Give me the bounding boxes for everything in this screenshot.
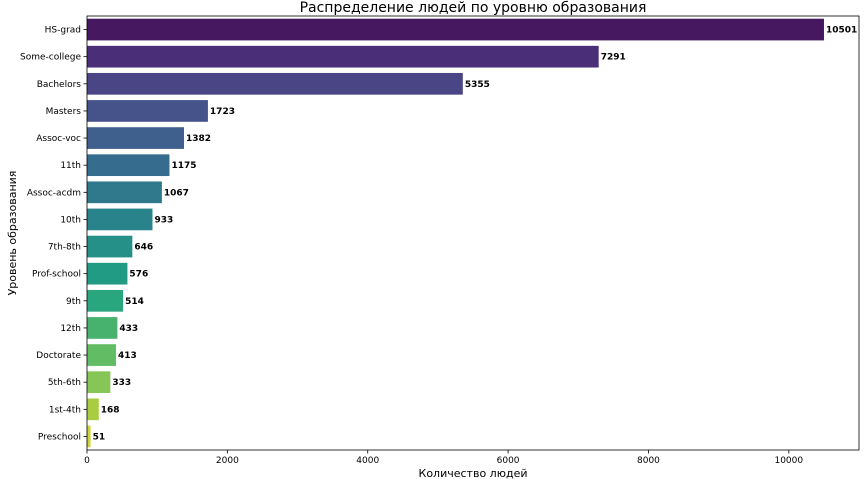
y-tick-label: Prof-school [32, 270, 81, 280]
y-tick-label: 11th [60, 161, 81, 171]
bar-9th [87, 289, 124, 312]
data-label: 433 [119, 324, 138, 334]
y-tick-label: 7th-8th [48, 243, 81, 253]
y-ticks-group: HS-grad Some-college Bachelors Masters Assoc… [20, 26, 87, 442]
x-tick-label: 10000 [774, 456, 803, 466]
x-ticks-group: 0 2000 4000 6000 8000 10000 [84, 450, 803, 466]
x-tick-label: 6000 [497, 456, 520, 466]
x-tick-label: 2000 [216, 456, 239, 466]
bar-11th [87, 154, 170, 177]
y-tick-label: HS-grad [45, 26, 81, 36]
bar-doctorate [87, 344, 116, 366]
bar-7th-8th [87, 235, 133, 258]
y-tick-label: Masters [46, 107, 82, 117]
y-tick-label: 5th-6th [48, 378, 81, 388]
bar-prof-school [87, 262, 128, 285]
data-label: 51 [93, 432, 106, 442]
y-tick-label: Some-college [20, 53, 81, 63]
x-tick-label: 4000 [356, 456, 379, 466]
bar-preschool [87, 425, 91, 448]
bars-group: 10501 7291 5355 1723 1382 1175 1067 933 646 576 51… [87, 18, 857, 448]
y-tick-label: Preschool [38, 432, 81, 442]
data-label: 1175 [171, 161, 196, 171]
y-tick-label: Assoc-acdm [27, 188, 81, 198]
y-tick-label: 10th [60, 215, 81, 225]
data-label: 5355 [465, 80, 490, 90]
data-label: 7291 [601, 53, 626, 63]
y-tick-label: Assoc-voc [36, 134, 81, 144]
data-label: 168 [101, 405, 120, 415]
y-axis-label: Уровень образования [6, 171, 19, 296]
data-label: 10501 [826, 26, 857, 36]
bar-masters [87, 100, 208, 122]
bar-1st-4th [87, 398, 99, 421]
data-label: 413 [118, 351, 137, 361]
data-label: 514 [125, 297, 144, 307]
y-tick-label: 9th [66, 297, 81, 307]
bar-hs-grad [87, 18, 824, 41]
x-axis-label: Количество людей [419, 467, 528, 479]
bar-5th-6th [87, 371, 111, 394]
data-label: 933 [154, 215, 173, 225]
x-tick-label: 8000 [637, 456, 660, 466]
y-tick-label: Bachelors [37, 80, 82, 90]
y-tick-label: 1st-4th [49, 405, 81, 415]
data-label: 1382 [186, 134, 211, 144]
chart-title: Распределение людей по уровню образовани… [300, 0, 647, 16]
y-tick-label: Doctorate [36, 351, 81, 361]
data-label: 576 [129, 270, 148, 280]
bar-some-college [87, 45, 599, 68]
bar-10th [87, 208, 153, 231]
data-label: 646 [134, 243, 153, 253]
bar-bachelors [87, 72, 463, 95]
y-tick-label: 12th [60, 324, 81, 334]
data-label: 1067 [164, 188, 189, 198]
bar-assoc-voc [87, 127, 184, 149]
bar-assoc-acdm [87, 181, 162, 204]
data-label: 333 [112, 378, 131, 388]
x-tick-label: 0 [84, 456, 90, 466]
data-label: 1723 [210, 107, 235, 117]
plot-frame [86, 15, 860, 451]
bar-12th [87, 317, 118, 339]
